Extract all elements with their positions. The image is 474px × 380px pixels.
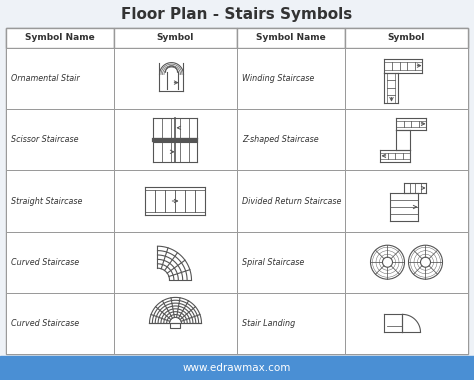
Text: Curved Staircase: Curved Staircase <box>11 319 79 328</box>
Bar <box>114 170 237 231</box>
Text: Symbol: Symbol <box>157 33 194 43</box>
Bar <box>237 109 345 170</box>
Text: Floor Plan - Stairs Symbols: Floor Plan - Stairs Symbols <box>121 8 353 22</box>
Bar <box>6 28 237 354</box>
Text: Curved Staircase: Curved Staircase <box>11 258 79 267</box>
Text: Spiral Staircase: Spiral Staircase <box>242 258 304 267</box>
Bar <box>6 231 114 293</box>
Text: Symbol: Symbol <box>388 33 425 43</box>
Bar <box>345 231 468 293</box>
Text: Symbol Name: Symbol Name <box>25 33 95 43</box>
Bar <box>237 293 345 354</box>
Text: Stair Landing: Stair Landing <box>242 319 295 328</box>
Text: Z-shaped Staircase: Z-shaped Staircase <box>242 135 319 144</box>
Bar <box>114 109 237 170</box>
Bar <box>237 48 345 109</box>
Text: Ornamental Stair: Ornamental Stair <box>11 74 80 83</box>
Bar <box>114 293 237 354</box>
Text: Scissor Staircase: Scissor Staircase <box>11 135 79 144</box>
Text: Winding Staircase: Winding Staircase <box>242 74 314 83</box>
Text: Divided Return Staircase: Divided Return Staircase <box>242 196 341 206</box>
Bar <box>6 170 114 231</box>
Text: Symbol Name: Symbol Name <box>256 33 326 43</box>
Bar <box>171 323 181 328</box>
Bar <box>345 293 468 354</box>
Bar <box>237 28 468 354</box>
Bar <box>6 48 114 109</box>
Text: www.edrawmax.com: www.edrawmax.com <box>183 363 291 373</box>
Bar <box>237 170 345 231</box>
Bar <box>114 48 237 109</box>
Bar <box>6 293 114 354</box>
Bar <box>0 356 474 380</box>
Bar <box>114 231 237 293</box>
Bar <box>114 28 237 48</box>
Text: Straight Staircase: Straight Staircase <box>11 196 82 206</box>
Bar <box>345 170 468 231</box>
Bar <box>345 28 468 48</box>
Bar <box>237 28 345 48</box>
Bar <box>345 109 468 170</box>
Bar <box>237 231 345 293</box>
Bar <box>6 28 114 48</box>
Bar <box>345 48 468 109</box>
Bar <box>6 109 114 170</box>
